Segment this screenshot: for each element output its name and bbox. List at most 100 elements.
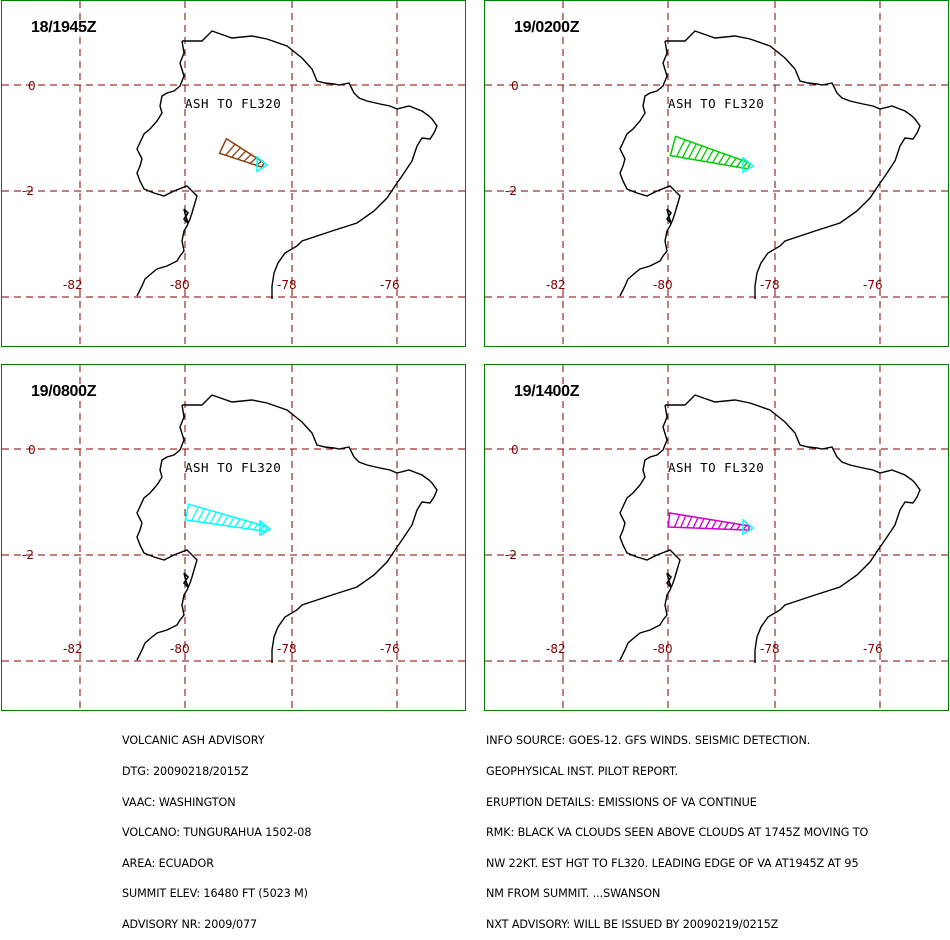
lat-label-minus2: -2 (505, 548, 517, 562)
advisory-line: ERUPTION DETAILS: EMISSIONS OF VA CONTIN… (486, 795, 757, 809)
lon-label-82: -82 (63, 278, 83, 292)
ash-plume-outline (669, 135, 751, 170)
coastline (619, 404, 681, 661)
map-panel-3: 19/0800Z ASH TO FL320 0 -2 -82 -80 -78 -… (1, 364, 467, 712)
advisory-line: NW 22KT. EST HGT TO FL320. LEADING EDGE … (486, 856, 859, 870)
lat-label-minus2: -2 (22, 548, 34, 562)
ash-hatch-mark (221, 514, 230, 526)
panel-time-label: 19/0800Z (31, 383, 97, 400)
advisory-line: SUMMIT ELEV: 16480 FT (5023 M) (122, 887, 308, 901)
ash-hatch-mark (246, 521, 254, 530)
lon-label-80: -80 (653, 278, 673, 292)
ash-hatch-mark (680, 515, 687, 528)
ash-hatch-mark (249, 156, 258, 165)
coastline (182, 30, 438, 299)
coastline (136, 40, 198, 297)
panel-time-label: 19/0200Z (514, 19, 580, 36)
ash-hatch-mark (711, 150, 721, 164)
ash-hatch-mark (729, 522, 736, 531)
lon-label-78: -78 (277, 642, 297, 656)
advisory-line: VAAC: WASHINGTON (122, 795, 236, 809)
ash-plume-outline (667, 512, 751, 531)
island-outline (182, 572, 190, 588)
ash-height-label: ASH TO FL320 (668, 96, 765, 111)
lat-label-minus2: -2 (505, 184, 517, 198)
ash-hatch-mark (209, 511, 218, 524)
lat-label-0: 0 (28, 443, 36, 457)
ash-hatch-mark (723, 154, 732, 166)
lon-label-80: -80 (170, 278, 190, 292)
ash-hatch-mark (197, 508, 206, 523)
ash-hatch-mark (735, 158, 743, 169)
map-canvas (485, 1, 950, 348)
leading-edge-marker (256, 155, 269, 173)
ash-hatch-mark (215, 513, 224, 525)
advisory-line: NM FROM SUMMIT. ...SWANSON (486, 887, 661, 901)
coastline (136, 404, 198, 661)
ash-hatch-mark (225, 143, 236, 156)
panel-time-label: 19/1400Z (514, 383, 580, 400)
lon-label-76: -76 (863, 642, 883, 656)
lon-label-78: -78 (760, 278, 780, 292)
lon-label-76: -76 (863, 278, 883, 292)
advisory-line: INFO SOURCE: GOES-12. GFS WINDS. SEISMIC… (486, 734, 811, 748)
island-outline (182, 208, 190, 224)
advisory-line: AREA: ECUADOR (122, 856, 214, 870)
ash-hatch-mark (681, 141, 692, 159)
lon-label-78: -78 (760, 642, 780, 656)
ash-plume-outline (184, 503, 268, 533)
ash-hatch-mark (234, 518, 242, 528)
lon-label-82: -82 (546, 278, 566, 292)
ash-hatch-mark (717, 520, 724, 530)
ash-height-label: ASH TO FL320 (668, 460, 765, 475)
ash-hatch-mark (190, 506, 200, 522)
advisory-remarks-text: INFO SOURCE: GOES-12. GFS WINDS. SEISMIC… (486, 716, 868, 940)
lon-label-76: -76 (380, 278, 400, 292)
coastline (665, 30, 921, 299)
ash-hatch-mark (729, 156, 738, 167)
island-outline (665, 572, 673, 588)
ash-hatch-mark (692, 516, 699, 529)
advisory-line: VOLCANO: TUNGURAHUA 1502-08 (122, 826, 312, 840)
map-panel-4: 19/1400Z ASH TO FL320 0 -2 -82 -80 -78 -… (484, 364, 950, 712)
map-canvas (2, 1, 467, 348)
ash-hatch-mark (704, 518, 711, 530)
ash-hatch-mark (203, 509, 212, 523)
map-panel-2: 19/0200Z ASH TO FL320 0 -2 -82 -80 -78 -… (484, 0, 950, 348)
coastline (619, 40, 681, 297)
advisory-header-text: VOLCANIC ASH ADVISORY DTG: 20090218/2015… (122, 716, 311, 940)
ash-plume-outline (218, 137, 265, 169)
ash-hatch-mark (698, 517, 705, 529)
advisory-line: DTG: 20090218/2015Z (122, 765, 249, 778)
advisory-line: VOLCANIC ASH ADVISORY (122, 734, 265, 748)
ash-hatch-mark (693, 144, 703, 161)
ash-hatch-mark (686, 515, 693, 529)
leading-edge-marker (259, 519, 272, 537)
ash-hatch-mark (240, 519, 248, 529)
ash-hatch-mark (705, 148, 715, 163)
lon-label-76: -76 (380, 642, 400, 656)
advisory-line: ADVISORY NR: 2009/077 (122, 917, 257, 931)
ash-hatch-mark (237, 150, 247, 160)
lon-label-78: -78 (277, 278, 297, 292)
lat-label-0: 0 (28, 79, 36, 93)
ash-hatch-mark (723, 521, 730, 530)
map-canvas (2, 365, 467, 712)
ash-height-label: ASH TO FL320 (185, 96, 282, 111)
ash-hatch-mark (699, 146, 709, 162)
leading-edge-marker (742, 156, 755, 174)
ash-hatch-mark (717, 152, 726, 165)
ash-hatch-mark (687, 142, 698, 160)
lon-label-82: -82 (546, 642, 566, 656)
leading-edge-marker (742, 518, 755, 536)
panel-time-label: 18/1945Z (31, 19, 97, 36)
ash-hatch-mark (673, 514, 681, 528)
ash-hatch-mark (711, 519, 718, 530)
lon-label-80: -80 (653, 642, 673, 656)
ash-height-label: ASH TO FL320 (185, 460, 282, 475)
ash-hatch-mark (227, 516, 236, 527)
lat-label-0: 0 (511, 79, 519, 93)
coastline (665, 394, 921, 663)
ash-hatch-mark (231, 146, 242, 158)
lon-label-82: -82 (63, 642, 83, 656)
